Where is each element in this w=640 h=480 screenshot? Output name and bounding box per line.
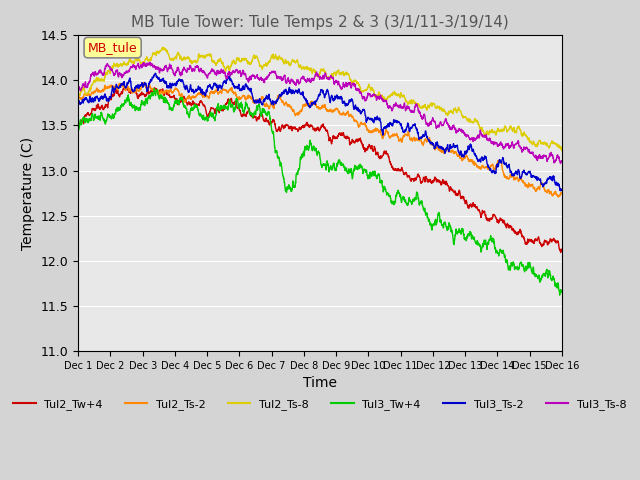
Tul2_Ts-2	[297, 108, 305, 113]
Tul3_Ts-2	[297, 91, 305, 96]
Tul3_Tw+4	[150, 86, 158, 92]
Tul2_Ts-8	[544, 143, 552, 149]
Line: Tul2_Ts-8: Tul2_Ts-8	[78, 48, 562, 151]
X-axis label: Time: Time	[303, 376, 337, 390]
Tul2_Ts-8	[99, 78, 107, 84]
Tul3_Ts-8	[456, 126, 463, 132]
Tul3_Ts-8	[99, 72, 107, 78]
Line: Tul3_Ts-2: Tul3_Ts-2	[78, 73, 562, 191]
Tul3_Ts-8	[146, 60, 154, 65]
Tul2_Tw+4	[558, 246, 566, 252]
Tul2_Ts-2	[558, 191, 566, 196]
Tul3_Ts-2	[74, 100, 82, 106]
Tul2_Tw+4	[456, 187, 463, 193]
Tul3_Ts-2	[99, 96, 107, 102]
Tul2_Ts-8	[159, 45, 166, 50]
Tul2_Ts-8	[310, 66, 317, 72]
Tul3_Ts-8	[297, 76, 305, 82]
Tul3_Tw+4	[310, 144, 317, 150]
Tul3_Ts-8	[544, 156, 552, 162]
Tul3_Tw+4	[456, 226, 463, 232]
Line: Tul2_Ts-2: Tul2_Ts-2	[78, 83, 562, 197]
Line: Tul2_Tw+4: Tul2_Tw+4	[78, 85, 562, 252]
Tul3_Ts-2	[558, 187, 566, 193]
Tul2_Ts-8	[544, 144, 552, 149]
Tul3_Ts-8	[544, 156, 552, 162]
Tul3_Ts-2	[544, 176, 552, 181]
Tul3_Ts-8	[557, 161, 564, 167]
Y-axis label: Temperature (C): Temperature (C)	[21, 136, 35, 250]
Tul2_Tw+4	[74, 122, 82, 128]
Tul2_Ts-8	[297, 63, 305, 69]
Tul2_Tw+4	[123, 83, 131, 88]
Tul3_Ts-2	[152, 71, 159, 76]
Tul2_Ts-2	[310, 100, 317, 106]
Tul2_Tw+4	[557, 250, 564, 255]
Line: Tul3_Ts-8: Tul3_Ts-8	[78, 62, 562, 164]
Tul3_Ts-2	[544, 175, 552, 181]
Tul3_Ts-8	[74, 85, 82, 91]
Tul2_Ts-8	[74, 91, 82, 97]
Tul2_Tw+4	[297, 126, 305, 132]
Tul2_Ts-8	[558, 147, 566, 153]
Tul3_Tw+4	[544, 273, 552, 279]
Tul2_Tw+4	[310, 127, 317, 132]
Tul2_Ts-2	[140, 80, 148, 85]
Tul3_Ts-2	[557, 188, 564, 194]
Tul3_Ts-2	[456, 150, 463, 156]
Tul3_Tw+4	[74, 127, 82, 133]
Text: MB_tule: MB_tule	[88, 41, 138, 54]
Tul2_Ts-2	[99, 86, 107, 92]
Tul3_Tw+4	[99, 115, 107, 121]
Legend: Tul2_Tw+4, Tul2_Ts-2, Tul2_Ts-8, Tul3_Tw+4, Tul3_Ts-2, Tul3_Ts-8: Tul2_Tw+4, Tul2_Ts-2, Tul2_Ts-8, Tul3_Tw…	[9, 395, 631, 415]
Tul3_Ts-8	[310, 78, 317, 84]
Tul2_Tw+4	[544, 242, 552, 248]
Tul3_Tw+4	[297, 156, 305, 162]
Tul3_Tw+4	[558, 288, 566, 293]
Tul2_Tw+4	[544, 240, 552, 246]
Tul2_Ts-2	[456, 152, 463, 157]
Tul3_Tw+4	[544, 275, 552, 281]
Tul2_Ts-2	[74, 94, 82, 99]
Tul3_Ts-2	[310, 99, 317, 105]
Tul3_Ts-8	[558, 159, 566, 165]
Tul2_Ts-2	[544, 187, 552, 192]
Tul2_Ts-8	[558, 148, 566, 154]
Title: MB Tule Tower: Tule Temps 2 & 3 (3/1/11-3/19/14): MB Tule Tower: Tule Temps 2 & 3 (3/1/11-…	[131, 15, 509, 30]
Tul3_Tw+4	[556, 292, 563, 298]
Tul2_Ts-8	[456, 107, 463, 112]
Tul2_Ts-2	[544, 187, 552, 193]
Tul2_Tw+4	[99, 106, 107, 112]
Tul2_Ts-2	[554, 194, 562, 200]
Line: Tul3_Tw+4: Tul3_Tw+4	[78, 89, 562, 295]
